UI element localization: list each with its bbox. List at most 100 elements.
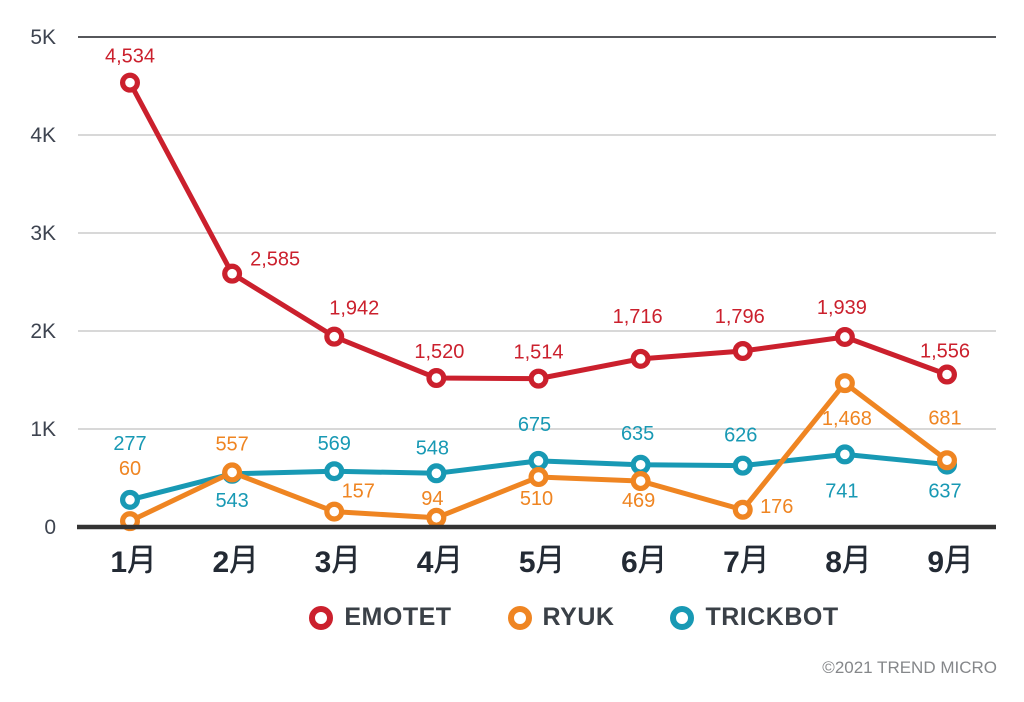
ryuk-value-7月: 176 [760, 496, 793, 518]
emotet-point-2月 [222, 263, 243, 284]
ryuk-legend-ring-icon [507, 605, 532, 630]
month-number: 3 [315, 546, 332, 579]
month-number: 1 [110, 546, 127, 579]
ryuk-value-9月: 681 [928, 407, 961, 429]
trickbot-value-8月: 741 [825, 480, 858, 502]
ryuk-point-8月 [834, 373, 855, 394]
month-number: 4 [417, 546, 434, 579]
month-number: 9 [927, 546, 944, 579]
y-axis-tick-0: 0 [44, 516, 56, 539]
trickbot-value-5月: 675 [518, 414, 551, 436]
emotet-point-7月 [732, 340, 753, 361]
ryuk-value-3月: 157 [342, 481, 375, 503]
y-axis-tick-1K: 1K [30, 418, 56, 441]
x-axis-label-8月: 8 [825, 545, 867, 579]
emotet-point-3月 [324, 326, 345, 347]
x-axis-label-3月: 3 [315, 545, 356, 579]
legend-item-ryuk: RYUK [507, 603, 615, 632]
trickbot-point-3月 [324, 461, 345, 482]
emotet-value-8月: 1,939 [817, 297, 867, 319]
emotet-value-1月: 4,534 [105, 46, 155, 68]
trickbot-value-2月: 543 [215, 490, 248, 512]
ryuk-value-5月: 510 [520, 488, 553, 510]
emotet-value-2月: 2,585 [250, 249, 300, 271]
trickbot-value-9月: 637 [928, 481, 961, 503]
trickbot-point-1月 [119, 489, 140, 510]
month-number: 6 [621, 546, 638, 579]
series-emotet [119, 72, 957, 389]
x-axis-label-9月: 9 [927, 545, 969, 579]
legend-label-trickbot: TRICKBOT [705, 603, 839, 631]
emotet-value-3月: 1,942 [329, 298, 379, 320]
trickbot-value-6月: 635 [621, 423, 654, 445]
legend-item-trickbot: TRICKBOT [670, 603, 838, 632]
series-ryuk [119, 373, 957, 532]
emotet-value-7月: 1,796 [715, 306, 765, 328]
legend: EMOTET RYUK TRICKBOT [62, 603, 1024, 632]
trickbot-point-8月 [834, 444, 855, 465]
emotet-point-8月 [834, 326, 855, 347]
trickbot-value-3月: 569 [318, 433, 351, 455]
ryuk-point-6月 [630, 471, 651, 492]
ryuk-value-1月: 60 [119, 458, 141, 480]
kanji-month-glyph [638, 545, 663, 574]
x-axis-label-5月: 5 [519, 545, 560, 579]
trickbot-point-5月 [528, 450, 549, 471]
ryuk-point-7月 [732, 499, 753, 520]
emotet-value-9月: 1,556 [920, 341, 970, 363]
x-axis-label-4月: 4 [417, 545, 458, 579]
kanji-month-glyph [740, 545, 765, 574]
month-number: 2 [212, 546, 229, 579]
kanji-month-glyph [434, 545, 458, 574]
y-axis-tick-3K: 3K [30, 222, 56, 245]
trickbot-value-labels: 277 543 569 548 675 635 626 741 637 [113, 414, 961, 512]
emotet-legend-ring-icon [309, 605, 334, 630]
legend-label-ryuk: RYUK [542, 603, 615, 631]
legend-label-emotet: EMOTET [344, 603, 452, 631]
ryuk-point-2月 [222, 462, 243, 483]
emotet-point-6月 [630, 348, 651, 369]
month-number: 5 [519, 546, 536, 579]
x-axis-label-1月: 1 [110, 545, 152, 579]
y-axis-tick-4K: 4K [30, 124, 56, 147]
ryuk-value-2月: 557 [215, 433, 248, 455]
emotet-point-9月 [936, 364, 957, 385]
emotet-point-1月 [119, 72, 140, 93]
emotet-value-labels: 4,534 2,585 1,942 1,520 1,514 1,716 1,796 1,939… [105, 46, 970, 364]
x-axis-label-7月: 7 [723, 545, 765, 579]
x-axis-label-6月: 6 [621, 545, 663, 579]
ryuk-value-6月: 469 [622, 490, 655, 512]
trickbot-value-7月: 626 [724, 425, 757, 447]
ryuk-value-4月: 94 [421, 488, 443, 510]
kanji-month-glyph [842, 545, 867, 574]
ryuk-point-9月 [936, 450, 957, 471]
ryuk-point-3月 [324, 501, 345, 522]
emotet-point-5月 [528, 368, 549, 389]
trickbot-point-7月 [732, 455, 753, 476]
month-number: 7 [723, 546, 740, 579]
ryuk-value-8月: 1,468 [822, 408, 872, 430]
trickbot-point-6月 [630, 454, 651, 475]
kanji-month-glyph [945, 545, 969, 574]
legend-item-emotet: EMOTET [309, 603, 451, 632]
emotet-line [127, 80, 950, 382]
detections-line-chart: 0 1K 2K 3K 4K 5K 4,534 2,585 1,942 1,520 1,514 1,71… [30, 26, 996, 579]
kanji-month-glyph [128, 545, 152, 574]
emotet-value-6月: 1,716 [613, 306, 663, 328]
trickbot-point-4月 [426, 463, 447, 484]
x-axis-label-2月: 2 [212, 545, 254, 579]
kanji-month-glyph [332, 545, 356, 574]
y-axis-tick-5K: 5K [30, 26, 56, 49]
copyright-text: ©2021 TREND MICRO [822, 658, 997, 677]
ryuk-point-4月 [426, 507, 447, 528]
ryuk-value-labels: 60 557 157 94 510 469 176 1,468 681 [119, 407, 962, 517]
emotet-point-4月 [426, 368, 447, 389]
kanji-month-glyph [536, 545, 560, 574]
trickbot-value-1月: 277 [113, 433, 146, 455]
month-number: 8 [825, 546, 842, 579]
y-axis-tick-2K: 2K [30, 320, 56, 343]
trickbot-value-4月: 548 [416, 437, 449, 459]
trickbot-legend-ring-icon [670, 605, 695, 630]
emotet-value-4月: 1,520 [414, 341, 464, 363]
